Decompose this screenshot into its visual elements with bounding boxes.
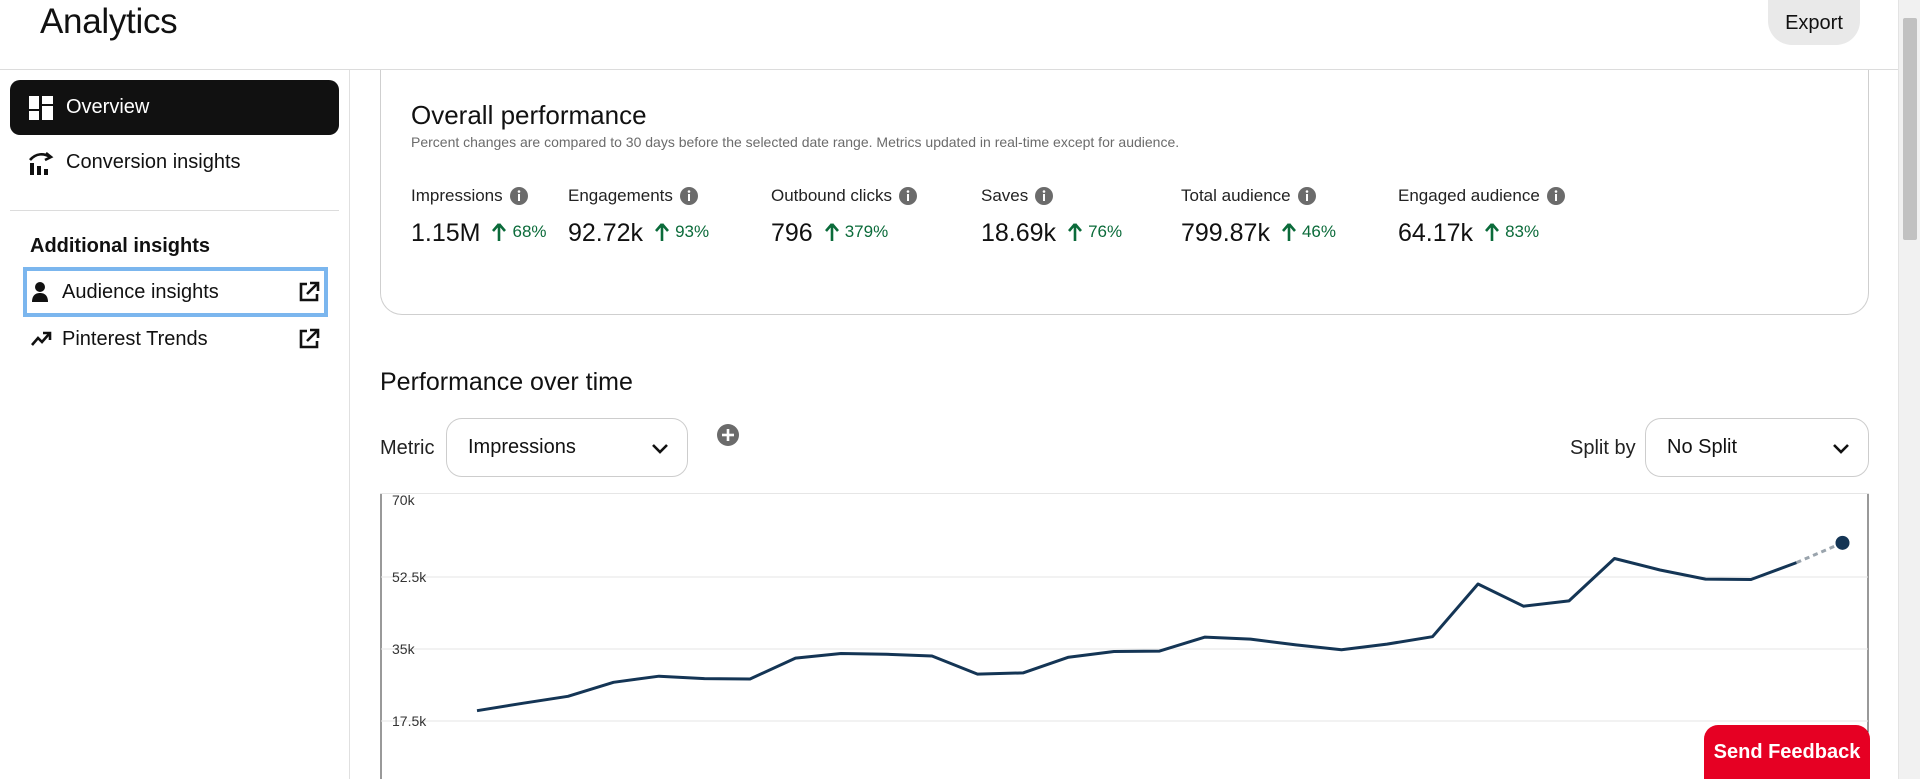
card-subtitle: Percent changes are compared to 30 days … [411,134,1180,150]
external-link-icon [298,328,320,350]
sidebar-item-conversion-insights[interactable]: Conversion insights [10,135,339,190]
arrow-up-icon [655,223,670,241]
arrow-up-icon [1281,223,1296,241]
metric-value: 799.87k [1181,219,1270,247]
metric-change: 76% [1068,222,1122,242]
series-line [476,557,1798,713]
card-title: Overall performance [411,100,647,130]
chevron-down-icon [652,444,668,454]
overall-performance-card: Overall performance Percent changes are … [380,70,1869,315]
y-tick-label: 17.5k [392,713,427,729]
conversion-chart-icon [28,150,54,176]
projected-point[interactable] [1835,535,1850,550]
info-icon[interactable] [679,186,699,206]
page-title: Analytics [40,2,178,41]
audience-icon [30,281,52,303]
metric-value: 92.72k [568,219,644,247]
y-tick-label: 52.5k [392,569,427,585]
metric-label: Engaged audience [1398,186,1540,205]
chevron-down-icon [1833,444,1849,454]
metric-value: 64.17k [1398,219,1474,247]
metric-label: Engagements [568,186,673,205]
external-link-icon [298,281,320,303]
metric-saves: Saves 18.69k 76% [981,185,1122,248]
metric-label: Impressions [411,186,503,205]
arrow-up-icon [1485,223,1500,241]
sidebar-item-label: Conversion insights [66,151,241,173]
export-button[interactable]: Export [1768,0,1860,45]
line-chart: 70k 52.5k 35k 17.5k [380,493,1869,779]
metric-value: 1.15M [411,219,481,247]
metric-impressions: Impressions 1.15M 68% [411,185,547,248]
info-icon[interactable] [1034,186,1054,206]
metric-change: 93% [655,222,709,242]
y-tick-label: 70k [392,493,416,508]
page-header: Analytics Export [0,0,1898,70]
metric-select-label: Metric [380,437,435,459]
trend-arrow-icon [30,328,52,350]
main-content: Overall performance Percent changes are … [350,70,1898,779]
info-icon[interactable] [1546,186,1566,206]
info-icon[interactable] [1297,186,1317,206]
metric-outbound-clicks: Outbound clicks 796 379% [771,185,918,248]
sidebar: Overview Conversion insights Additional … [0,70,350,779]
sidebar-item-audience-insights[interactable]: Audience insights [23,267,328,317]
metric-change: 83% [1485,222,1539,242]
metric-total-audience: Total audience 799.87k 46% [1181,185,1336,248]
metric-engagements: Engagements 92.72k 93% [568,185,709,248]
metric-label: Saves [981,186,1029,205]
y-tick-label: 35k [392,641,416,657]
split-select[interactable]: No Split [1645,418,1869,477]
metric-change: 379% [824,222,888,242]
info-icon[interactable] [509,186,529,206]
send-feedback-button[interactable]: Send Feedback [1704,725,1870,779]
metric-engaged-audience: Engaged audience 64.17k 83% [1398,185,1566,248]
info-icon[interactable] [898,186,918,206]
sidebar-item-label: Overview [66,96,150,118]
scrollbar-thumb[interactable] [1903,18,1917,240]
metric-label: Total audience [1181,186,1291,205]
arrow-up-icon [492,223,507,241]
sidebar-item-overview[interactable]: Overview [10,80,339,135]
projection-line [1795,541,1844,564]
metric-change: 46% [1281,222,1336,242]
section-title: Additional insights [30,235,210,257]
sidebar-item-label: Audience insights [62,280,219,303]
performance-chart: 70k 52.5k 35k 17.5k [380,493,1869,779]
add-metric-icon[interactable] [716,423,740,447]
metric-label: Outbound clicks [771,186,892,205]
metric-select-value: Impressions [468,436,576,458]
arrow-up-icon [824,223,839,241]
arrow-up-icon [1068,223,1083,241]
split-select-value: No Split [1667,436,1738,458]
metric-value: 18.69k [981,219,1057,247]
sidebar-item-pinterest-trends[interactable]: Pinterest Trends [27,318,324,360]
metric-change: 68% [492,222,547,242]
dashboard-icon [28,95,54,121]
sidebar-divider [10,210,339,211]
page-scrollbar[interactable] [1898,0,1920,779]
metric-select[interactable]: Impressions [446,418,688,477]
sidebar-item-label: Pinterest Trends [62,327,208,350]
metric-value: 796 [771,219,813,247]
split-select-label: Split by [1570,437,1636,459]
section-title-performance-over-time: Performance over time [380,368,633,396]
